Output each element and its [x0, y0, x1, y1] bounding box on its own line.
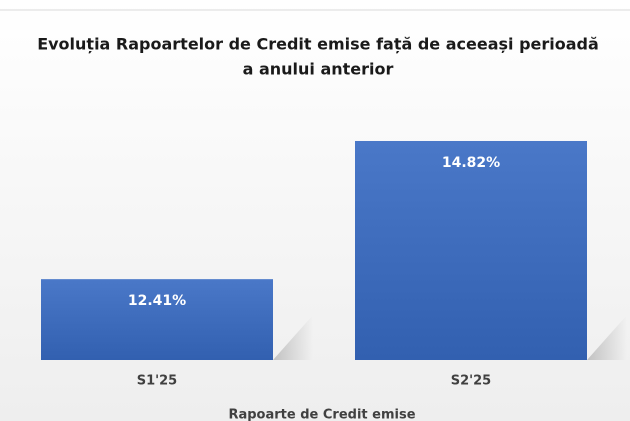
x-tick-label: S2'25 — [451, 374, 491, 389]
x-axis-label: Rapoarte de Credit emise — [228, 408, 415, 421]
bar-shadow — [587, 315, 627, 360]
data-label: 14.82% — [442, 155, 500, 171]
x-tick-label: S1'25 — [137, 374, 177, 389]
chart-title: a anului anterior — [243, 60, 394, 79]
chart-title: Evoluția Rapoartelor de Credit emise faț… — [37, 35, 599, 54]
bar — [41, 279, 273, 360]
bar — [355, 140, 587, 360]
bar-shadow — [273, 315, 313, 360]
data-label: 12.41% — [128, 293, 186, 309]
